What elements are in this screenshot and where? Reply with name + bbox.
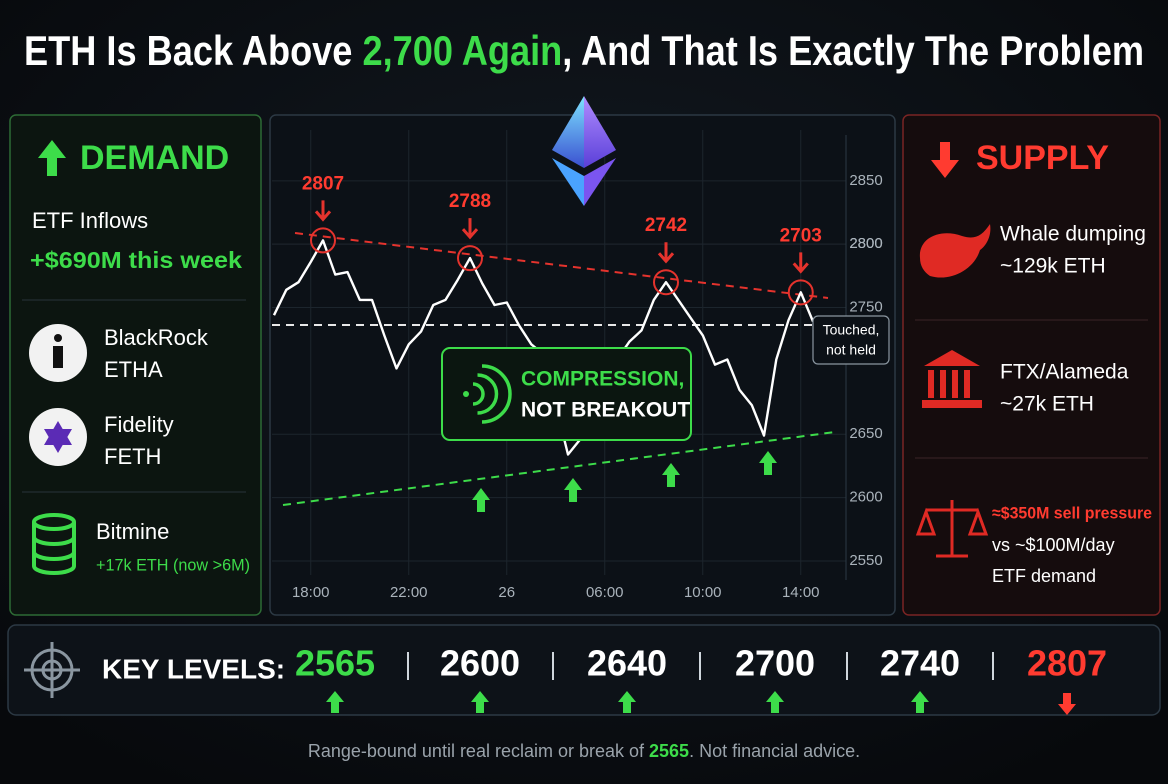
sell-pressure-detail: ETF demand xyxy=(992,566,1096,586)
support-arrow xyxy=(472,488,490,512)
badge-text: NOT BREAKOUT xyxy=(521,399,690,422)
peak-arrow xyxy=(461,218,479,240)
supply-heading: SUPPLY xyxy=(976,139,1109,177)
eth-logo xyxy=(552,96,584,168)
supply-item: FTX/Alameda xyxy=(1000,361,1129,384)
issuer-ticker: ETHA xyxy=(104,357,163,382)
callout-text: not held xyxy=(826,342,876,358)
signal-icon xyxy=(463,391,469,397)
resistance-line xyxy=(294,232,829,299)
supply-item: ~129k ETH xyxy=(1000,255,1106,278)
footer-part: . Not financial advice. xyxy=(689,741,860,761)
y-tick-label: 2800 xyxy=(849,235,882,252)
issuer-ticker: FETH xyxy=(104,444,161,469)
footer: Range-bound until real reclaim or break … xyxy=(308,741,860,761)
etf-label: ETF Inflows xyxy=(32,208,148,233)
peak-circle xyxy=(787,279,814,306)
level-arrow xyxy=(326,691,344,713)
support-arrow xyxy=(564,478,582,502)
eth-logo xyxy=(552,158,584,206)
level-value: 2807 xyxy=(1027,643,1107,684)
peak-label: 2788 xyxy=(449,191,491,212)
footer-highlight: 2565 xyxy=(649,741,689,761)
signal-icon xyxy=(472,382,485,406)
support-line xyxy=(282,431,836,506)
x-tick-label: 14:00 xyxy=(782,584,820,601)
levels: 2565 2600 2640 2700 2740 2807 xyxy=(295,643,1107,715)
level-arrow xyxy=(766,691,784,713)
issuer-name: Fidelity xyxy=(104,412,174,437)
eth-logo xyxy=(584,96,616,168)
x-tick-label: 18:00 xyxy=(292,584,330,601)
demand-panel xyxy=(9,114,262,616)
callout-box xyxy=(812,315,890,365)
x-tick-label: 06:00 xyxy=(586,584,624,601)
level-value: 2640 xyxy=(587,643,667,684)
supply-item: Whale dumping xyxy=(1000,223,1146,246)
etf-value: +$690M this week xyxy=(30,247,242,273)
x-tick-label: 26 xyxy=(498,584,515,601)
scale-icon xyxy=(915,500,989,558)
footer-part: Range-bound until real reclaim or break … xyxy=(308,741,649,761)
peak-circle xyxy=(457,245,483,272)
badge-text: COMPRESSION, xyxy=(521,368,684,391)
up-arrow-icon xyxy=(38,140,66,176)
peak-arrow xyxy=(657,242,675,264)
whale-icon xyxy=(919,224,991,278)
peak-arrow xyxy=(792,252,809,274)
support-arrow xyxy=(662,463,680,487)
bitmine-detail: +17k ETH (now >6M) xyxy=(96,555,250,574)
bank-icon xyxy=(922,350,982,408)
target-icon xyxy=(24,642,80,698)
level-arrow xyxy=(1058,693,1076,715)
peak-label: 2807 xyxy=(302,173,344,194)
support-arrow xyxy=(759,451,777,475)
peak-circle xyxy=(653,269,679,296)
y-tick-label: 2550 xyxy=(849,552,882,569)
callout-text: Touched, xyxy=(823,322,880,338)
y-tick-label: 2800 xyxy=(849,235,882,252)
eth-logo xyxy=(584,158,616,206)
bitmine-name: Bitmine xyxy=(96,519,169,544)
bitmine-icon xyxy=(32,513,76,575)
x-tick-label: 22:00 xyxy=(390,584,428,601)
peak-label: 2742 xyxy=(645,215,687,236)
x-tick-label: 10:00 xyxy=(684,584,722,601)
level-value: 2600 xyxy=(440,643,520,684)
icon-part xyxy=(54,334,62,342)
peak-circle xyxy=(310,227,336,254)
icon-part xyxy=(53,346,63,368)
title-highlight: 2,700 Again xyxy=(362,27,562,74)
sell-pressure: ≈$350M sell pressure xyxy=(992,503,1152,522)
sell-pressure-detail: vs ~$100M/day xyxy=(992,535,1115,555)
supply-item: ~27k ETH xyxy=(1000,393,1094,416)
key-levels-panel xyxy=(7,624,1161,716)
title-part: , And That Is Exactly The Problem xyxy=(562,27,1144,74)
level-value: 2740 xyxy=(880,643,960,684)
level-arrow xyxy=(618,691,636,713)
title: ETH Is Back Above 2,700 Again, And That … xyxy=(24,27,1144,74)
title-part: ETH Is Back Above xyxy=(24,27,362,74)
peak-label: 2703 xyxy=(780,225,822,246)
signal-icon xyxy=(481,364,512,424)
peak-arrow xyxy=(314,200,332,222)
y-tick-label: 2750 xyxy=(849,299,882,316)
demand-heading: DEMAND xyxy=(80,139,229,177)
level-arrow xyxy=(911,691,929,713)
icon-part xyxy=(44,429,72,453)
signal-icon xyxy=(477,373,499,415)
level-arrow xyxy=(471,691,489,713)
level-value: 2700 xyxy=(735,643,815,684)
issuer-name: BlackRock xyxy=(104,325,209,350)
y-tick-label: 2850 xyxy=(849,172,882,189)
down-arrow-icon xyxy=(931,142,959,178)
y-tick-label: 2650 xyxy=(849,425,882,442)
level-value: 2565 xyxy=(295,643,375,684)
y-tick-label: 2600 xyxy=(849,489,882,506)
key-levels-label: KEY LEVELS: xyxy=(102,653,285,684)
badge-box xyxy=(441,347,692,441)
